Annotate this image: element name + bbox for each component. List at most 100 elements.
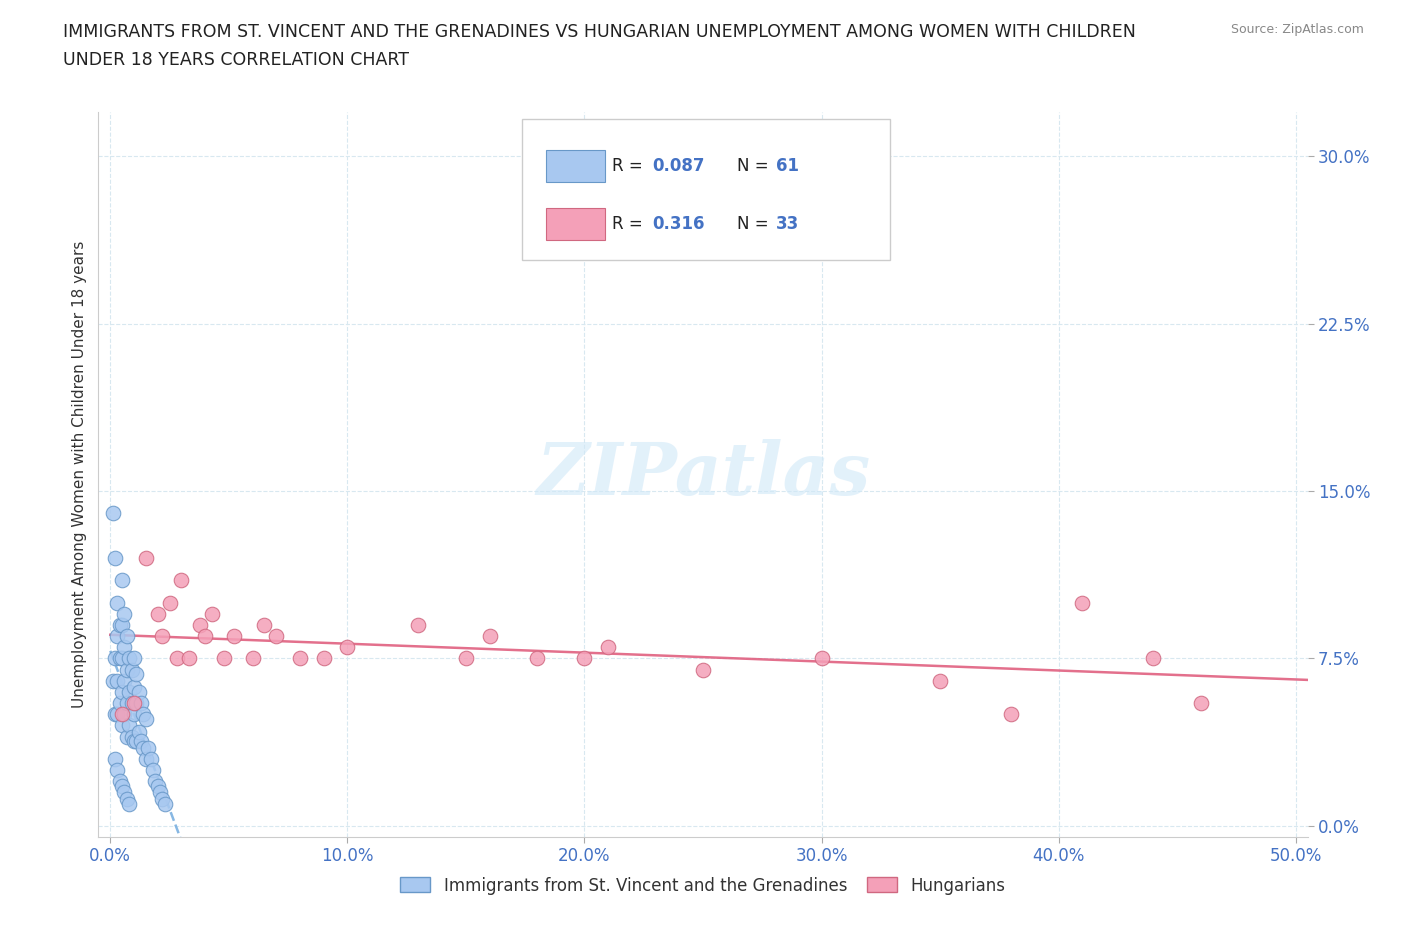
Point (132, 707, 155, 722)
Point (312, 651, 335, 666)
Point (114, 606, 136, 621)
Point (101, 673, 124, 688)
Point (152, 791, 174, 806)
Point (136, 740, 159, 755)
Text: R =: R = (613, 157, 648, 175)
Point (118, 651, 141, 666)
Point (104, 651, 127, 666)
Point (121, 729, 143, 744)
Text: ZIPatlas: ZIPatlas (536, 439, 870, 510)
Point (146, 606, 169, 621)
Point (101, 506, 124, 521)
Point (125, 667, 148, 682)
Point (135, 551, 157, 565)
Point (105, 707, 128, 722)
Point (108, 696, 131, 711)
Point (159, 595, 181, 610)
Point (114, 707, 136, 722)
Point (170, 573, 193, 588)
Point (118, 718, 141, 733)
Point (129, 696, 152, 711)
Point (111, 707, 134, 722)
Text: 0.316: 0.316 (652, 215, 704, 233)
Point (142, 763, 165, 777)
Point (128, 724, 150, 739)
Point (264, 629, 287, 644)
Point (115, 662, 138, 677)
FancyBboxPatch shape (546, 208, 605, 240)
Point (194, 629, 217, 644)
Point (125, 696, 148, 711)
Point (128, 684, 150, 699)
Point (115, 629, 138, 644)
Point (598, 640, 620, 655)
Point (122, 734, 145, 749)
Point (177, 651, 200, 666)
Point (122, 651, 145, 666)
Point (692, 662, 714, 677)
Text: N =: N = (737, 157, 773, 175)
Text: Source: ZipAtlas.com: Source: ZipAtlas.com (1230, 23, 1364, 36)
Point (139, 751, 162, 766)
Point (104, 751, 127, 766)
Point (114, 785, 136, 800)
Point (122, 680, 145, 695)
Point (190, 618, 212, 632)
Point (125, 734, 148, 749)
Point (115, 791, 138, 806)
Point (121, 696, 143, 711)
Point (105, 595, 128, 610)
Point (111, 778, 134, 793)
Point (574, 651, 596, 666)
Point (526, 651, 548, 666)
Point (132, 740, 155, 755)
Point (1071, 595, 1094, 610)
Point (212, 651, 235, 666)
Point (111, 684, 134, 699)
Point (222, 629, 245, 644)
Point (143, 774, 166, 789)
Point (122, 696, 145, 711)
Point (118, 796, 141, 811)
FancyBboxPatch shape (546, 150, 605, 182)
Point (336, 640, 359, 655)
Point (111, 618, 134, 632)
Text: N =: N = (737, 215, 773, 233)
Point (104, 707, 127, 722)
Point (104, 551, 127, 565)
Point (153, 796, 176, 811)
Point (115, 729, 138, 744)
Point (105, 629, 128, 644)
Point (201, 606, 224, 621)
Point (288, 651, 311, 666)
Point (135, 711, 157, 726)
Point (105, 763, 128, 777)
Point (111, 718, 134, 733)
Text: 61: 61 (776, 157, 799, 175)
Point (122, 707, 145, 722)
Point (242, 651, 264, 666)
Point (146, 778, 169, 793)
Point (135, 751, 157, 766)
Point (1000, 707, 1022, 722)
Point (129, 734, 152, 749)
Point (478, 629, 501, 644)
Point (114, 640, 136, 655)
Y-axis label: Unemployment Among Women with Children Under 18 years: Unemployment Among Women with Children U… (72, 241, 87, 708)
Point (1142, 651, 1164, 666)
Point (121, 662, 143, 677)
Point (108, 651, 131, 666)
Point (149, 785, 172, 800)
Point (105, 673, 128, 688)
Point (929, 673, 952, 688)
Text: IMMIGRANTS FROM ST. VINCENT AND THE GRENADINES VS HUNGARIAN UNEMPLOYMENT AMONG W: IMMIGRANTS FROM ST. VINCENT AND THE GREN… (63, 23, 1136, 41)
Point (166, 651, 188, 666)
Point (118, 684, 141, 699)
Point (454, 651, 477, 666)
Point (408, 618, 430, 632)
Point (115, 696, 138, 711)
Text: 0.087: 0.087 (652, 157, 704, 175)
Point (111, 651, 134, 666)
Point (1189, 696, 1212, 711)
Text: UNDER 18 YEARS CORRELATION CHART: UNDER 18 YEARS CORRELATION CHART (63, 51, 409, 69)
